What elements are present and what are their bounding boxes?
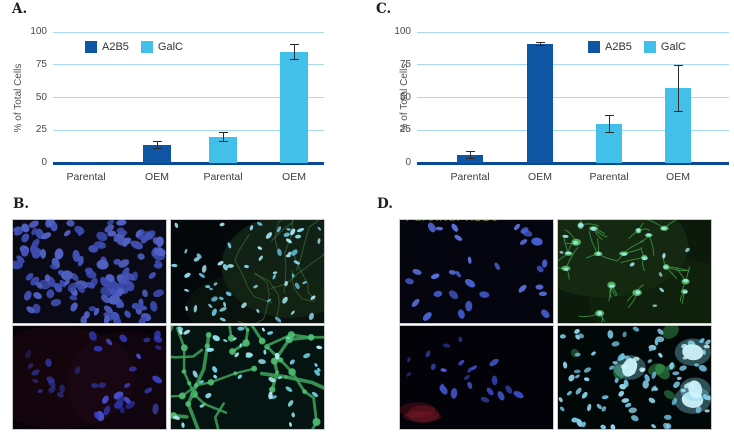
bar-a2b5-parental <box>72 161 100 163</box>
cropped-image-label: Parental A2B5 <box>406 220 499 224</box>
bar-a2b5-oem <box>143 144 171 163</box>
y-tick-label: 25 <box>399 124 411 136</box>
y-tick-label: 75 <box>35 58 47 70</box>
error-bar-line <box>469 151 471 160</box>
micrograph-b-bottom-right <box>170 325 325 430</box>
error-bar-cap-top <box>535 41 545 43</box>
panel-b-label: B. <box>13 196 30 212</box>
y-tick-label: 75 <box>399 58 411 70</box>
gridline <box>417 97 729 98</box>
error-bar-line <box>677 64 679 112</box>
y-tick-label: 100 <box>30 26 47 37</box>
gridline <box>53 129 324 131</box>
legend: A2B5 GalC <box>85 41 195 53</box>
bar-galc-oem <box>280 51 308 163</box>
gridline <box>417 64 729 66</box>
micrograph-b-top-left <box>12 219 167 324</box>
micrograph-d-top-right <box>557 219 712 324</box>
error-bar-cap-bottom <box>604 131 614 133</box>
micrograph-d-top-left: Parental A2B5 <box>399 219 554 324</box>
error-bar-cap-top <box>218 131 228 133</box>
panel-c-label: C. <box>376 1 392 17</box>
x-tick-label: OEM <box>282 171 306 183</box>
x-tick-label: Parental <box>589 171 629 183</box>
error-bar-line <box>222 131 224 143</box>
legend-swatch-a2b5 <box>588 41 600 53</box>
y-tick-label: 0 <box>41 157 47 168</box>
y-tick-label: 50 <box>35 91 47 103</box>
error-bar-cap-bottom <box>535 44 545 46</box>
error-bar-line <box>293 43 295 60</box>
y-axis-title: % of Total Cells <box>13 63 24 132</box>
x-tick-label: Parental <box>66 171 106 183</box>
gridline <box>417 31 729 33</box>
y-tick-label: 0 <box>405 157 411 168</box>
legend-swatch-galc <box>643 41 656 53</box>
micrograph-d-bottom-right <box>557 325 712 430</box>
legend-label: GalC <box>157 41 183 53</box>
y-axis-title: % of Total Cells <box>399 63 410 132</box>
y-tick-label: 50 <box>399 91 411 103</box>
legend-item-galc: GalC <box>643 41 686 53</box>
error-bar-line <box>539 41 541 46</box>
bar-a2b5-oem <box>527 43 553 163</box>
legend-item-a2b5: A2B5 <box>588 41 632 53</box>
error-bar-cap-bottom <box>465 158 475 160</box>
panel-d-label: D. <box>377 196 393 212</box>
y-tick-label: 100 <box>394 26 411 37</box>
x-axis-line <box>53 162 324 165</box>
y-tick-label: 25 <box>35 124 47 136</box>
error-bar-cap-top <box>673 64 683 66</box>
x-tick-label: OEM <box>666 171 690 183</box>
error-bar-line <box>156 140 158 149</box>
error-bar-cap-bottom <box>152 147 162 149</box>
legend-label: A2B5 <box>102 41 129 53</box>
error-bar-cap-bottom <box>673 110 683 112</box>
x-tick-label: Parental <box>203 171 243 183</box>
error-bar-cap-bottom <box>218 141 228 143</box>
chart-a: 0 25 50 75 100 Parental OEM Parental OEM A2B5 GalC… <box>0 0 364 196</box>
micrograph-b-top-right <box>170 219 325 324</box>
legend-item-a2b5: A2B5 <box>85 41 129 53</box>
panel-a-label: A. <box>12 1 28 17</box>
x-tick-label: OEM <box>528 171 552 183</box>
error-bar-line <box>608 114 610 133</box>
legend: A2B5 GalC <box>588 41 698 53</box>
error-bar-cap-top <box>604 114 614 116</box>
error-bar-cap-top <box>289 43 299 45</box>
legend-label: GalC <box>660 41 686 53</box>
error-bar-cap-top <box>465 151 475 153</box>
x-axis-line <box>417 162 729 165</box>
gridline <box>53 64 324 66</box>
legend-item-galc: GalC <box>140 41 183 53</box>
chart-c: 0 25 50 75 100 Parental OEM Parental OEM A2B5 GalC… <box>364 0 734 196</box>
error-bar-cap-bottom <box>289 58 299 60</box>
error-bar-cap-top <box>152 140 162 142</box>
gridline <box>53 97 324 98</box>
gridline <box>53 31 324 33</box>
x-tick-label: Parental <box>450 171 490 183</box>
x-tick-label: OEM <box>145 171 169 183</box>
legend-swatch-a2b5 <box>85 41 97 53</box>
legend-label: A2B5 <box>605 41 632 53</box>
micrograph-b-bottom-left <box>12 325 167 430</box>
legend-swatch-galc <box>140 41 153 53</box>
micrograph-d-bottom-left <box>399 325 554 430</box>
gridline <box>417 129 729 131</box>
